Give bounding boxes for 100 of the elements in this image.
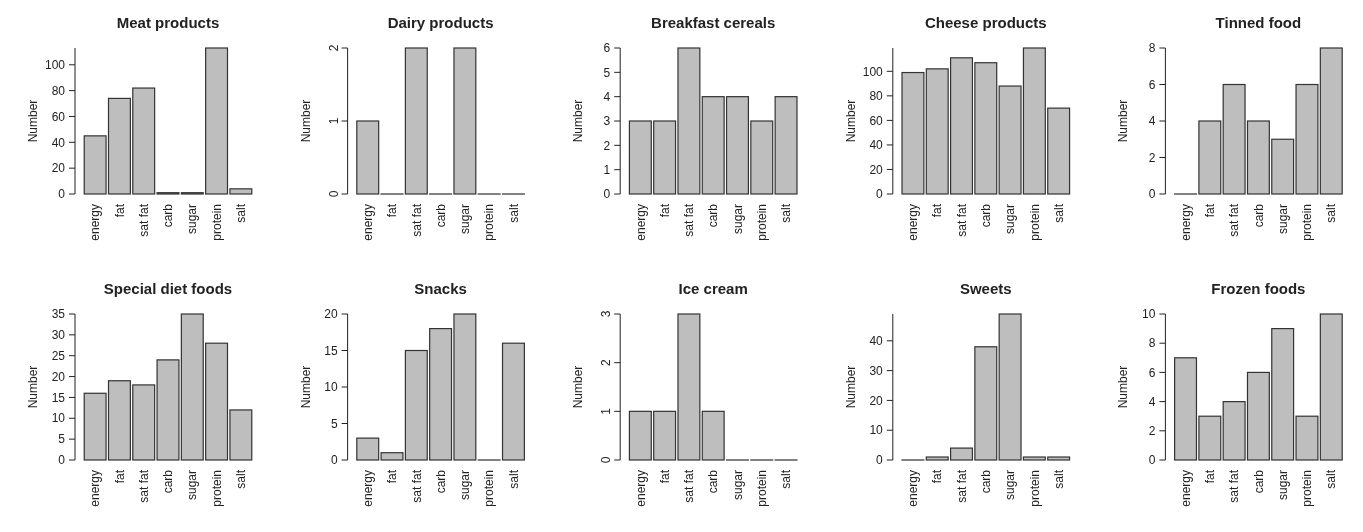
y-tick-label: 20 xyxy=(324,307,338,322)
x-tick-label: sat fat xyxy=(136,469,151,503)
y-tick-label: 0 xyxy=(1148,453,1156,468)
y-tick-label: 0 xyxy=(603,187,611,202)
x-tick-label: carb xyxy=(706,469,721,494)
y-tick-label: 4 xyxy=(1148,394,1156,409)
y-axis-title: Number xyxy=(1116,365,1131,409)
x-tick-label: fat xyxy=(385,469,400,484)
y-tick-label: 2 xyxy=(1148,424,1156,438)
y-tick-label: 20 xyxy=(869,393,884,408)
y-tick-label: 35 xyxy=(51,307,66,322)
x-tick-label: fat xyxy=(385,203,400,218)
y-tick-label: 0 xyxy=(1148,187,1156,202)
x-tick-label: energy xyxy=(360,470,375,507)
x-tick-label: sat fat xyxy=(1227,203,1242,237)
x-tick-label: sugar xyxy=(1003,470,1018,501)
y-axis-title: Number xyxy=(571,99,586,143)
chart-title: Dairy products xyxy=(387,14,494,31)
y-tick-label: 15 xyxy=(324,343,338,358)
x-tick-label: protein xyxy=(1300,470,1315,507)
y-axis-title: Number xyxy=(26,365,40,409)
x-tick-label: energy xyxy=(88,470,103,507)
y-tick-label: 5 xyxy=(603,65,611,80)
x-tick-label: protein xyxy=(1027,470,1042,507)
y-tick-label: 4 xyxy=(603,89,611,104)
x-tick-label: protein xyxy=(209,204,224,241)
y-tick-label: 3 xyxy=(599,310,614,318)
y-tick-label: 8 xyxy=(1148,41,1156,56)
chart-title: Frozen foods xyxy=(1211,280,1306,297)
x-tick-label: energy xyxy=(88,204,103,241)
x-tick-label: fat xyxy=(657,203,672,218)
x-tick-label: sat fat xyxy=(1227,469,1242,503)
x-tick-label: sugar xyxy=(1003,204,1018,235)
chart-title: Cheese products xyxy=(924,14,1047,31)
x-tick-label: salt xyxy=(1324,469,1339,489)
chart-title: Sweets xyxy=(959,280,1012,297)
y-tick-label: 60 xyxy=(869,113,884,128)
x-tick-label: sugar xyxy=(458,204,473,235)
y-tick-label: 3 xyxy=(603,114,611,129)
y-tick-label: 2 xyxy=(603,138,611,153)
x-tick-label: carb xyxy=(433,203,448,228)
y-axis-title: Number xyxy=(1116,99,1131,143)
x-tick-label: energy xyxy=(906,470,921,507)
y-tick-label: 0 xyxy=(876,187,884,202)
x-tick-label: carb xyxy=(979,203,993,228)
x-tick-label: salt xyxy=(779,203,794,223)
x-tick-label: salt xyxy=(1051,469,1066,489)
y-tick-label: 100 xyxy=(862,64,884,79)
x-tick-label: energy xyxy=(633,204,648,241)
y-tick-label: 20 xyxy=(869,162,884,177)
x-tick-label: protein xyxy=(209,470,224,507)
x-tick-label: fat xyxy=(1203,469,1218,484)
y-axis-title: Number xyxy=(571,365,586,409)
y-tick-label: 0 xyxy=(58,187,66,202)
y-tick-label: 20 xyxy=(51,161,66,176)
x-tick-label: fat xyxy=(930,469,945,484)
y-axis-title: Number xyxy=(298,365,313,409)
chart-title: Meat products xyxy=(116,14,220,31)
x-tick-label: energy xyxy=(360,204,375,241)
x-tick-label: protein xyxy=(482,470,497,507)
y-tick-label: 1 xyxy=(603,162,611,177)
x-tick-label: fat xyxy=(112,203,127,218)
x-tick-label: protein xyxy=(482,204,497,241)
y-axis-title: Number xyxy=(843,365,858,409)
x-tick-label: sugar xyxy=(730,470,745,501)
x-tick-label: protein xyxy=(1027,204,1042,241)
y-tick-label: 0 xyxy=(330,453,338,468)
y-tick-label: 0 xyxy=(326,190,341,198)
chart-title: Special diet foods xyxy=(103,280,233,297)
y-tick-label: 2 xyxy=(1148,150,1156,165)
x-tick-label: fat xyxy=(930,203,945,218)
x-tick-label: salt xyxy=(506,469,521,489)
x-tick-label: carb xyxy=(1251,203,1266,228)
chart-title: Snacks xyxy=(414,280,467,297)
x-tick-label: energy xyxy=(1178,470,1193,507)
y-tick-label: 10 xyxy=(1142,307,1156,322)
y-axis-title: Number xyxy=(26,99,40,143)
x-tick-label: sugar xyxy=(185,204,200,235)
y-tick-label: 2 xyxy=(326,44,341,52)
y-tick-label: 40 xyxy=(869,138,884,153)
x-tick-label: carb xyxy=(706,203,721,228)
y-tick-label: 1 xyxy=(599,407,614,415)
y-axis-title: Number xyxy=(298,99,313,143)
y-tick-label: 100 xyxy=(44,58,66,72)
x-tick-label: fat xyxy=(1203,203,1218,218)
x-tick-label: sat fat xyxy=(136,203,151,237)
x-tick-label: protein xyxy=(1300,204,1315,241)
x-tick-label: fat xyxy=(657,469,672,484)
y-tick-label: 0 xyxy=(876,453,884,468)
chart-title: Breakfast cereals xyxy=(651,14,776,31)
chart-title: Tinned food xyxy=(1215,14,1302,31)
y-tick-label: 20 xyxy=(51,369,66,384)
x-tick-label: protein xyxy=(754,204,769,241)
y-tick-label: 0 xyxy=(599,456,614,464)
chart-title: Ice cream xyxy=(678,280,748,297)
y-tick-label: 15 xyxy=(51,390,66,405)
x-tick-label: sat fat xyxy=(954,469,969,503)
x-tick-label: salt xyxy=(234,203,249,223)
x-tick-label: sugar xyxy=(1275,470,1290,501)
y-tick-label: 30 xyxy=(869,363,884,378)
